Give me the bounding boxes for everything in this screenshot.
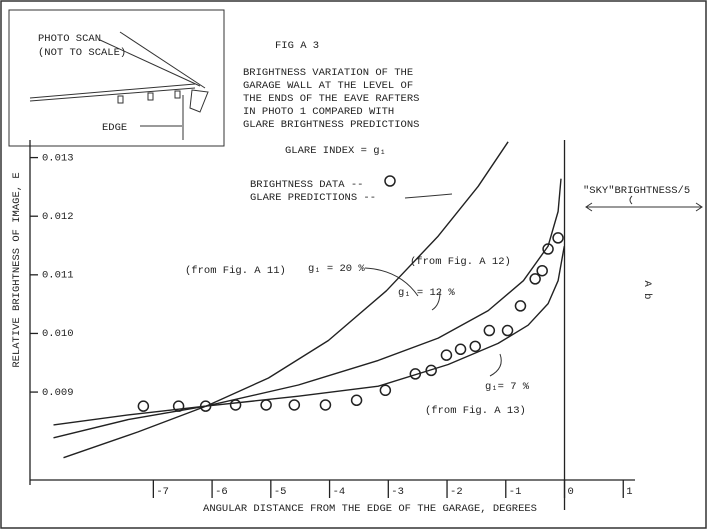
data-point — [454, 343, 467, 356]
curve-label: g₁ = 20 % — [308, 263, 365, 275]
data-point — [350, 394, 363, 407]
sky-label: "SKY"BRIGHTNESS/5 — [583, 185, 690, 197]
y-tick-label: 0.011 — [42, 270, 74, 282]
title-line: IN PHOTO 1 COMPARED WITH — [243, 106, 394, 118]
curve-source: (from Fig. A 13) — [425, 405, 526, 417]
inset-box — [8, 9, 225, 147]
sketch-ray — [119, 31, 206, 89]
x-axis-label: ANGULAR DISTANCE FROM THE EDGE OF THE GA… — [203, 503, 537, 515]
side-label: A b — [641, 281, 653, 300]
curve-arrow — [489, 353, 502, 377]
figure-label: FIG A 3 — [275, 40, 319, 52]
sketch-rafter — [147, 92, 154, 101]
y-tick-label: 0.013 — [42, 152, 74, 164]
sketch-ray — [99, 39, 201, 87]
prediction-curve — [63, 141, 509, 459]
curve-source: (from Fig. A 12) — [410, 256, 511, 268]
y-tick-label: 0.009 — [42, 387, 74, 399]
x-tick-label: -4 — [333, 486, 346, 498]
sky-arrowhead — [695, 202, 703, 212]
data-point — [483, 324, 496, 337]
x-tick-label: -5 — [274, 486, 287, 498]
x-tick-label: -7 — [156, 486, 169, 498]
curve-arrow — [431, 291, 441, 311]
title-line: GLARE BRIGHTNESS PREDICTIONS — [243, 119, 419, 131]
legend-line — [404, 193, 453, 199]
data-point — [469, 340, 481, 353]
data-point — [514, 300, 527, 312]
data-point — [529, 273, 541, 285]
x-tick-label: -3 — [391, 486, 404, 498]
x-tick-label: 1 — [626, 486, 632, 498]
title-line: THE ENDS OF THE EAVE RAFTERS — [243, 93, 419, 105]
data-point — [229, 399, 242, 411]
data-point — [379, 384, 392, 397]
legend-label: BRIGHTNESS DATA -- — [250, 179, 363, 191]
sketch-rafter — [174, 90, 181, 99]
sketch-rafter — [117, 95, 124, 104]
curve-arrow — [364, 267, 419, 297]
data-point — [536, 264, 548, 277]
data-point — [425, 364, 437, 377]
inset-edge-label: EDGE — [102, 122, 127, 134]
sketch-roof — [29, 87, 196, 102]
data-point — [409, 368, 422, 380]
x-tick-label: -6 — [215, 486, 228, 498]
curve-label: g₁= 7 % — [485, 381, 530, 393]
sky-pointer — [629, 195, 633, 205]
data-point — [552, 232, 564, 244]
curve-label: g₁ = 12 % — [398, 287, 455, 299]
x-tick-label: -2 — [450, 486, 463, 498]
sketch-camera — [189, 89, 209, 113]
data-point — [319, 399, 332, 411]
title-line: GARAGE WALL AT THE LEVEL OF — [243, 80, 413, 92]
data-point — [440, 349, 453, 361]
legend-label: GLARE PREDICTIONS -- — [250, 192, 376, 204]
prediction-curve — [53, 178, 562, 439]
data-point — [288, 399, 301, 411]
data-point — [260, 399, 272, 411]
data-point — [501, 324, 514, 337]
x-tick-label: 0 — [568, 486, 574, 498]
sky-arrowhead — [585, 202, 593, 212]
sketch-roof — [29, 83, 196, 99]
y-tick-label: 0.010 — [42, 328, 74, 340]
inset: PHOTO SCAN (NOT TO SCALE) EDGE — [8, 9, 225, 147]
title-line: BRIGHTNESS VARIATION OF THE — [243, 67, 413, 79]
inset-title: PHOTO SCAN — [38, 33, 101, 45]
x-tick-label: -1 — [509, 486, 522, 498]
curve-source: (from Fig. A 11) — [185, 265, 286, 277]
y-tick-label: 0.012 — [42, 211, 74, 223]
y-axis-label: RELATIVE BRIGHTNESS OF IMAGE, E — [11, 172, 23, 367]
glare-index-label: GLARE INDEX = g₁ — [285, 145, 386, 157]
legend-marker — [384, 175, 396, 187]
inset-note: (NOT TO SCALE) — [38, 47, 126, 59]
data-point — [137, 400, 150, 412]
prediction-curve — [53, 245, 565, 426]
